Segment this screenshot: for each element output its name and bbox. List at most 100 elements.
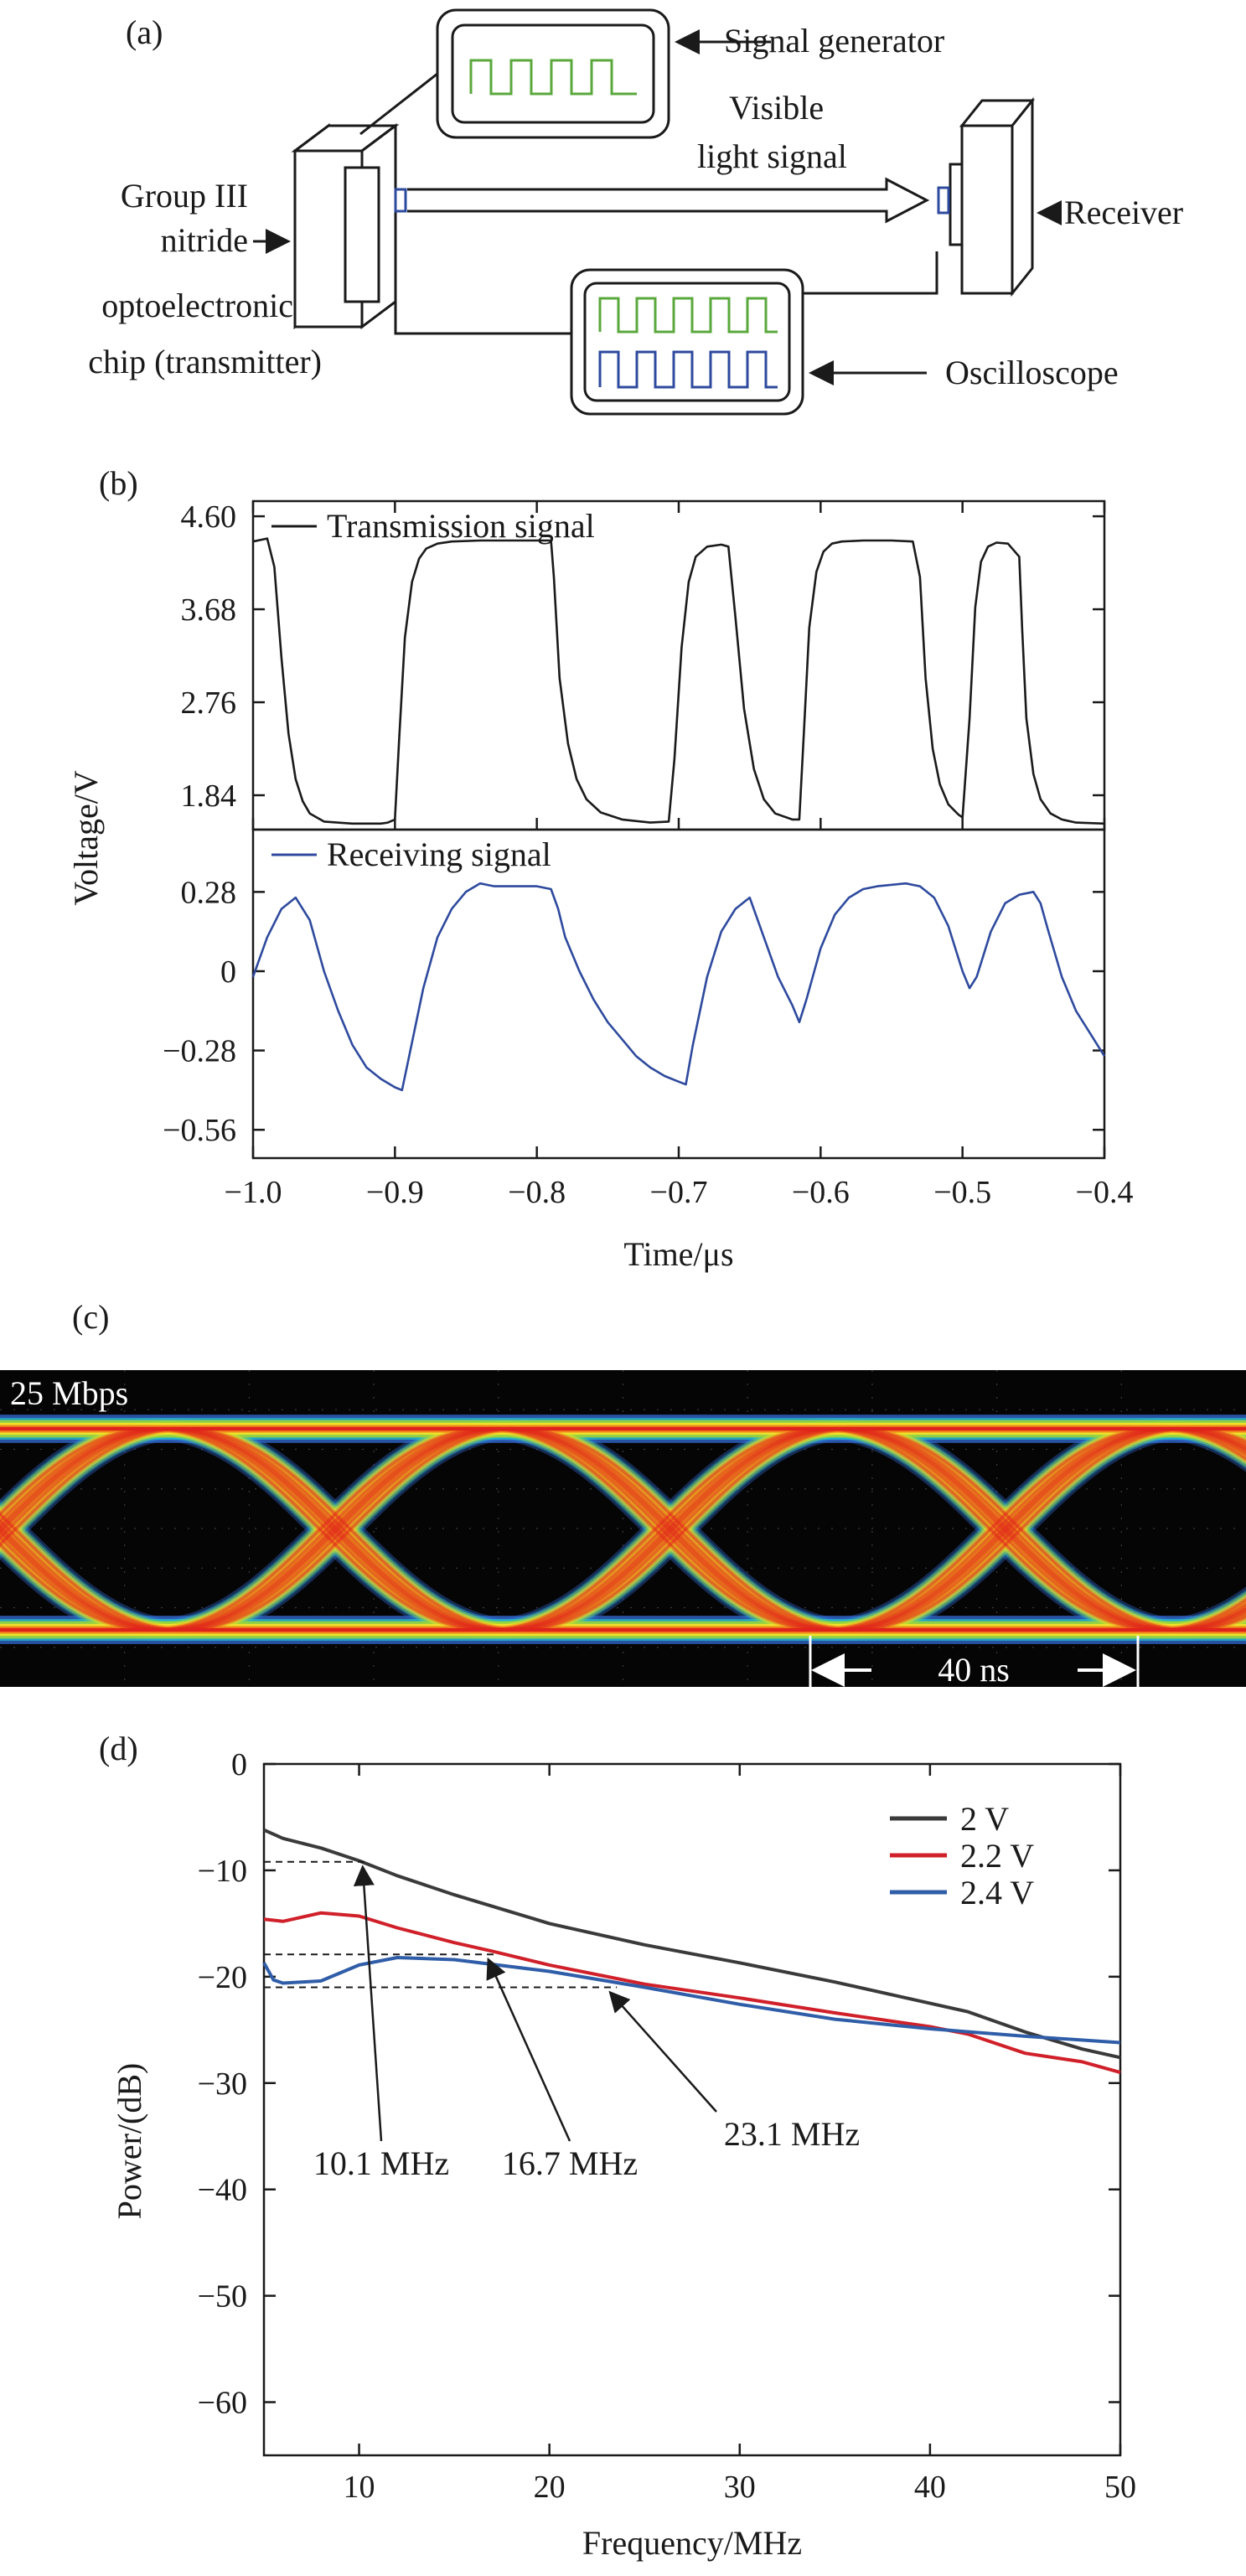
marker-arrow — [608, 1990, 717, 2113]
receiving-signal-line — [251, 882, 1106, 1092]
eye-rising-trace — [822, 1427, 1159, 1632]
eye-rising-trace — [510, 1427, 847, 1632]
y-tick-label: 1.84 — [181, 778, 237, 814]
y-tick-label: −0.56 — [163, 1113, 236, 1148]
eye-rising-trace — [1187, 1615, 1246, 1632]
transmitter-label-3: optoelectronic — [101, 287, 293, 324]
marker-label: 16.7 MHz — [502, 2144, 638, 2182]
panel-d-xlabel: Frequency/MHz — [582, 2524, 802, 2562]
panel-b-xlabel: Time/μs — [623, 1235, 733, 1273]
eye-rising-trace — [182, 1427, 519, 1632]
x-tick-label: −0.9 — [366, 1175, 424, 1210]
eye-rising-trace — [0, 1427, 153, 1517]
legend-label: 2 V — [960, 1800, 1009, 1838]
receiver-label: Receiver — [1064, 194, 1183, 231]
generator-cable — [359, 72, 438, 136]
transmitter-label-4: chip (transmitter) — [88, 343, 322, 380]
series-line-24v — [262, 1956, 1121, 2045]
panel-d-label: (d) — [99, 1730, 138, 1767]
eye-rising-trace — [845, 1427, 1182, 1632]
eye-rising-trace — [840, 1427, 1177, 1632]
light-beam-arrow — [407, 177, 930, 224]
panel-c-label: (c) — [72, 1298, 109, 1336]
x-tick-label: −0.7 — [650, 1175, 708, 1210]
y-tick-label: −20 — [198, 1960, 247, 1995]
series-line-2v — [263, 1828, 1121, 2060]
marker-arrow — [486, 1957, 571, 2142]
eye-rising-trace — [0, 1427, 184, 1547]
plot-frame — [251, 499, 1106, 831]
plot-frame — [262, 1762, 1122, 2457]
y-tick-label: −0.28 — [163, 1034, 236, 1069]
x-tick-label: 20 — [534, 2470, 566, 2505]
eye-rising-trace — [0, 1427, 177, 1540]
signal-generator-label: Signal generator — [724, 22, 944, 59]
time-span-label: 40 ns — [938, 1651, 1010, 1689]
eye-falling-trace — [1157, 1427, 1246, 1461]
time-span-indicator: 40 ns — [809, 1636, 1140, 1691]
x-tick-label: 30 — [724, 2470, 756, 2505]
x-tick-label: −0.6 — [792, 1175, 850, 1210]
y-tick-label: 2.76 — [181, 685, 237, 721]
eye-rising-trace — [0, 1427, 172, 1535]
panel-d: (d) Power/(dB) Frequency/MHz 0 −10 −20 −30 −… — [99, 1730, 1136, 2562]
y-tick-label: 0 — [220, 954, 236, 990]
eye-rising-trace — [829, 1427, 1166, 1632]
eye-rising-trace — [175, 1427, 512, 1632]
receiver-device — [937, 96, 1036, 297]
transmission-signal-chart: 4.60 3.68 2.76 1.84 Transmission signal — [181, 499, 1106, 831]
x-tick-label: 40 — [914, 2470, 946, 2505]
eye-falling-trace — [1181, 1427, 1246, 1447]
x-tick-label: 50 — [1104, 2470, 1136, 2505]
panel-b-label: (b) — [99, 464, 138, 502]
x-tick-label: −0.4 — [1076, 1175, 1134, 1210]
panel-a: (a) Signal generator Visible light signa… — [88, 8, 1183, 416]
eye-rising-trace — [487, 1427, 824, 1632]
y-tick-label: −60 — [198, 2386, 247, 2421]
eye-rising-trace — [852, 1427, 1189, 1632]
eye-rising-trace — [158, 1427, 495, 1632]
eye-rising-trace — [0, 1427, 160, 1523]
transmitter-label-1: Group III — [121, 177, 248, 215]
eye-rising-trace — [494, 1427, 830, 1632]
y-tick-label: 0.28 — [181, 875, 237, 910]
power-frequency-chart: 0 −10 −20 −30 −40 −50 −60 10 20 30 40 50 2 V2.2 V2.4… — [198, 1747, 1136, 2505]
y-tick-label: −10 — [198, 1854, 247, 1889]
oscilloscope — [570, 268, 804, 416]
legend-label: Transmission signal — [327, 507, 595, 545]
eye-rising-trace — [170, 1427, 507, 1632]
legend-label: 2.2 V — [960, 1837, 1034, 1875]
legend-label: 2.4 V — [960, 1874, 1034, 1911]
eye-falling-trace — [0, 1542, 153, 1632]
eye-rate-label: 25 Mbps — [10, 1374, 128, 1412]
panel-a-label: (a) — [126, 13, 163, 51]
signal-generator — [436, 8, 670, 139]
panel-b: (b) Voltage/V Time/μs 4.60 3.68 2.76 1.84 Tr… — [67, 464, 1133, 1273]
y-tick-label: −50 — [198, 2279, 247, 2315]
visible-light-label-2: light signal — [697, 137, 847, 175]
tx-scope-cable — [394, 302, 571, 335]
eye-rising-trace — [152, 1427, 489, 1632]
legend-label: Receiving signal — [327, 835, 551, 873]
visible-light-label-1: Visible — [729, 89, 824, 127]
panel-d-ylabel: Power/(dB) — [111, 2063, 148, 2220]
y-tick-label: 0 — [231, 1747, 247, 1782]
series-line-22v — [263, 1911, 1121, 2075]
eye-rising-trace — [1164, 1602, 1246, 1632]
transmitter-label-2: nitride — [161, 221, 248, 259]
y-tick-label: 4.60 — [181, 499, 237, 535]
panel-b-ylabel: Voltage/V — [67, 770, 105, 906]
eye-falling-trace — [1164, 1427, 1246, 1456]
y-tick-label: 3.68 — [181, 592, 237, 628]
receiving-signal-chart: 0.28 0 −0.28 −0.56 Receiving signal −1.0 −0.9 −… — [163, 818, 1133, 1210]
rx-scope-cable — [803, 251, 938, 295]
eye-rising-trace — [1176, 1609, 1246, 1632]
y-tick-label: −40 — [198, 2173, 247, 2208]
eye-traces — [0, 1415, 1246, 1644]
transmitter-chip — [291, 123, 407, 329]
eye-rising-trace — [1181, 1611, 1246, 1632]
x-tick-label: −0.8 — [508, 1175, 566, 1210]
transmission-signal-line — [252, 537, 1105, 825]
eye-falling-trace — [1176, 1427, 1246, 1450]
x-tick-label: 10 — [344, 2470, 375, 2505]
